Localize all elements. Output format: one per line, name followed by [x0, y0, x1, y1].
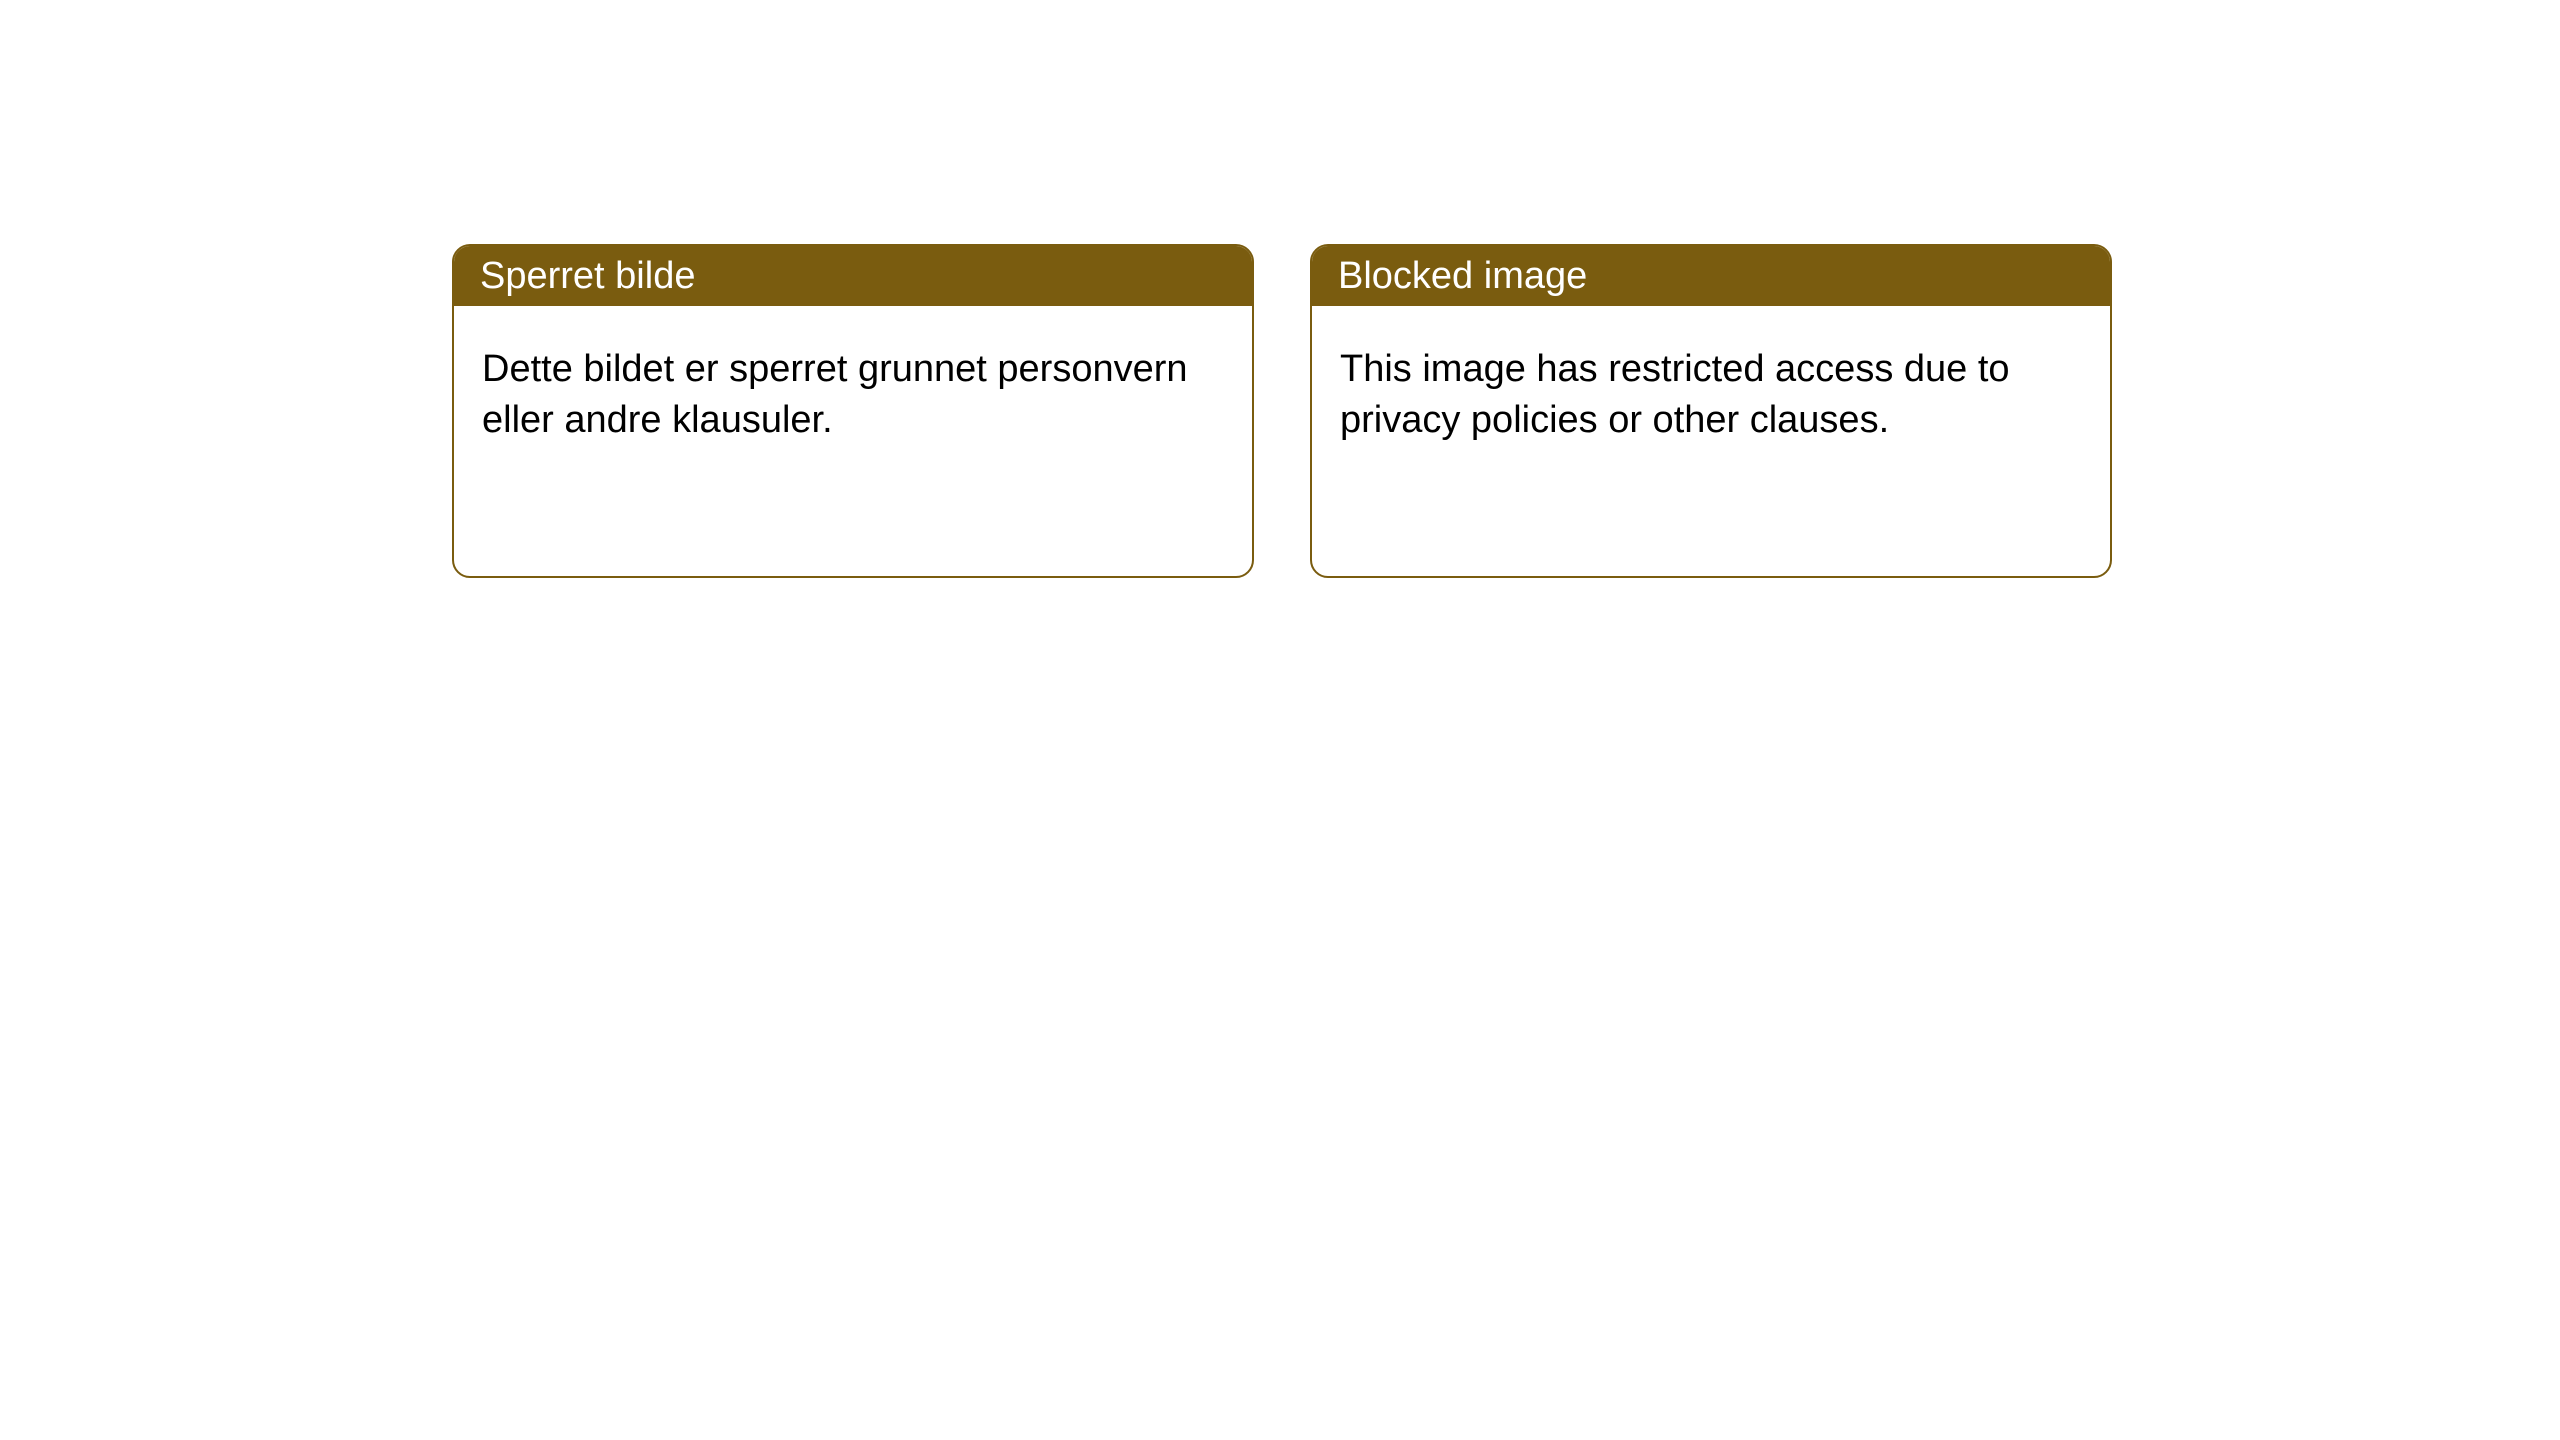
- card-header: Sperret bilde: [454, 246, 1252, 306]
- card-body-text: Dette bildet er sperret grunnet personve…: [482, 348, 1188, 441]
- notice-cards-container: Sperret bilde Dette bildet er sperret gr…: [0, 0, 2560, 578]
- card-title: Sperret bilde: [480, 255, 695, 298]
- card-body: This image has restricted access due to …: [1312, 306, 2110, 475]
- blocked-image-card-english: Blocked image This image has restricted …: [1310, 244, 2112, 578]
- card-body-text: This image has restricted access due to …: [1340, 348, 2010, 441]
- card-title: Blocked image: [1338, 255, 1587, 298]
- card-header: Blocked image: [1312, 246, 2110, 306]
- blocked-image-card-norwegian: Sperret bilde Dette bildet er sperret gr…: [452, 244, 1254, 578]
- card-body: Dette bildet er sperret grunnet personve…: [454, 306, 1252, 475]
